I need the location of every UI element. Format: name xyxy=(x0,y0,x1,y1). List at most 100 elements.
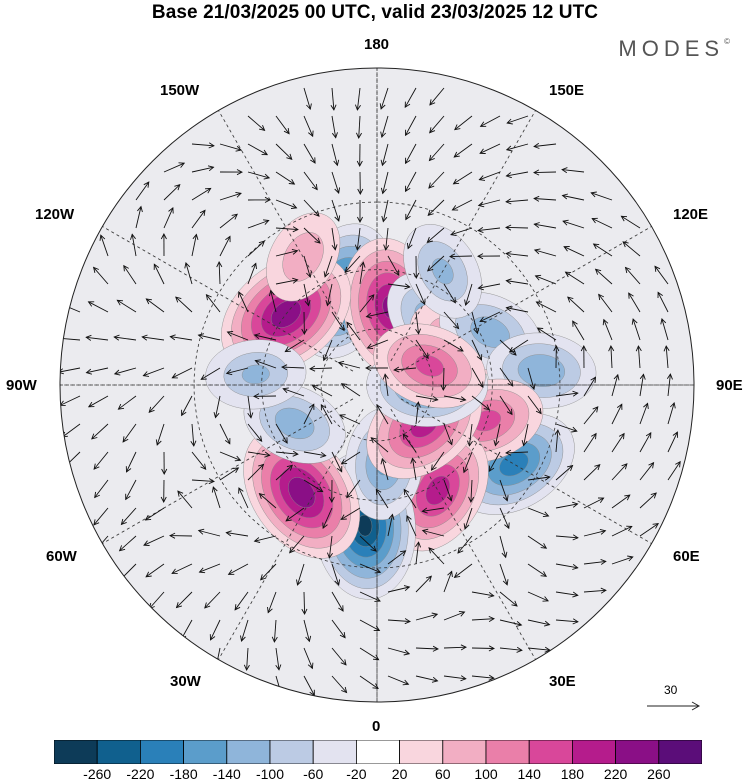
wind-arrow xyxy=(583,464,601,481)
wind-arrow xyxy=(527,563,548,577)
wind-arrow xyxy=(375,488,389,509)
wind-arrow xyxy=(247,463,265,481)
wind-arrow xyxy=(387,255,400,277)
wind-arrow xyxy=(247,143,269,156)
wind-arrow xyxy=(430,451,445,471)
wind-arrow xyxy=(328,479,335,503)
wind-arrow xyxy=(219,191,242,201)
wind-arrow xyxy=(243,647,250,671)
wind-arrow xyxy=(415,575,432,593)
graticule xyxy=(60,68,694,702)
lon-label-180: 180 xyxy=(364,36,390,53)
wind-arrow xyxy=(413,255,420,279)
wind-arrow xyxy=(387,513,395,537)
wind-arrow xyxy=(443,479,453,502)
wind-arrow xyxy=(219,451,242,462)
wind-arrow xyxy=(563,246,585,257)
wind-arrow xyxy=(602,318,613,341)
wind-arrow xyxy=(464,283,473,307)
wind-arrow xyxy=(415,339,429,360)
wind-arrow xyxy=(405,115,417,137)
lon-label-150w: 150W xyxy=(160,82,200,99)
colorbar-tick-label: -20 xyxy=(346,766,367,782)
wind-arrow xyxy=(555,464,574,481)
wind-arrow xyxy=(622,241,641,257)
wind-arrow xyxy=(663,345,670,369)
colorbar-tick-label: 220 xyxy=(603,766,628,782)
wind-arrow xyxy=(387,283,411,290)
wind-arrow xyxy=(357,200,363,223)
wind-arrow xyxy=(452,171,473,185)
colorbar-swatch xyxy=(442,740,487,764)
wind-arrow xyxy=(583,528,607,537)
wind-arrow xyxy=(359,647,380,661)
wind-arrow xyxy=(227,563,249,575)
wind-arrow xyxy=(555,563,579,570)
wind-arrow xyxy=(380,457,389,481)
wind-arrow xyxy=(370,437,389,453)
wind-arrow xyxy=(561,193,585,201)
wind-arrow xyxy=(339,414,361,425)
wind-arrow xyxy=(427,199,445,216)
wind-arrow xyxy=(555,591,579,598)
wind-arrow xyxy=(499,507,510,530)
wind-arrow xyxy=(160,233,167,257)
wind-arrow xyxy=(443,570,453,593)
wind-arrow xyxy=(493,423,501,447)
colorbar-swatch xyxy=(269,740,314,764)
wind-arrow xyxy=(555,423,578,433)
wind-arrow xyxy=(205,293,221,313)
meridian-line xyxy=(77,398,354,559)
wind-arrow xyxy=(267,591,277,614)
wind-arrow xyxy=(477,227,501,234)
wind-arrow xyxy=(99,234,109,257)
colorbar-tick-label: 260 xyxy=(647,766,671,782)
colorbar xyxy=(54,740,702,764)
colorbar-tick-label: 100 xyxy=(474,766,498,782)
wind-arrow xyxy=(219,467,240,481)
wind-arrow xyxy=(380,115,389,139)
colorbar-tick-label: 60 xyxy=(435,766,451,782)
wind-arrow xyxy=(366,339,389,350)
wind-arrow xyxy=(153,263,165,285)
wind-arrow xyxy=(376,404,389,425)
wind-arrow xyxy=(311,385,333,397)
wind-arrow xyxy=(331,115,338,139)
wind-arrow xyxy=(567,296,585,313)
wind-arrow xyxy=(254,359,277,369)
wind-arrow xyxy=(555,618,579,625)
anomaly-field xyxy=(205,212,597,600)
meridian-line xyxy=(400,211,677,372)
wind-arrow xyxy=(191,165,215,173)
reference-vector-label: 30 xyxy=(664,683,678,697)
meridian-line xyxy=(203,408,364,685)
colorbar-swatch xyxy=(572,740,617,764)
wind-arrow xyxy=(238,487,249,509)
wind-arrow xyxy=(275,248,299,257)
wind-arrow xyxy=(175,296,193,313)
wind-arrow xyxy=(505,278,529,285)
colorbar-swatch xyxy=(658,740,702,764)
wind-arrow xyxy=(91,423,109,440)
wind-arrow xyxy=(443,395,467,403)
wind-arrow xyxy=(323,255,333,278)
wind-arrow xyxy=(331,591,344,612)
wind-arrow xyxy=(639,402,649,425)
wind-arrow xyxy=(125,451,137,473)
wind-arrow xyxy=(184,261,193,285)
wind-arrow xyxy=(381,199,389,223)
wind-arrow xyxy=(322,507,333,529)
wind-arrow xyxy=(415,541,422,565)
wind-arrow xyxy=(282,387,305,397)
wind-arrow xyxy=(451,199,473,211)
wind-arrow xyxy=(359,675,379,690)
wind-arrow xyxy=(142,367,165,377)
wind-arrow xyxy=(443,610,466,621)
wind-arrow xyxy=(365,311,389,319)
wind-arrow xyxy=(143,535,165,546)
wind-arrow xyxy=(141,334,165,341)
wind-arrow xyxy=(113,367,137,376)
wind-arrow xyxy=(555,390,579,397)
wind-arrow xyxy=(429,87,445,106)
wind-arrow xyxy=(443,644,467,651)
